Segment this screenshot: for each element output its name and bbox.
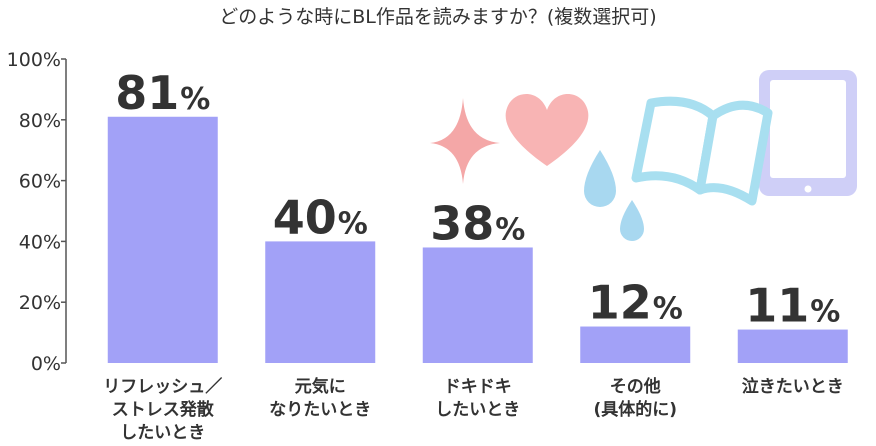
y-tick-label: 40% <box>19 231 61 253</box>
value-label: 12% <box>588 276 683 330</box>
value-labels: 81% 40% 38% 12% 11% <box>115 66 840 333</box>
bar <box>265 241 376 363</box>
value-label: 81% <box>115 66 210 120</box>
value-label: 40% <box>273 190 368 244</box>
category-label: 泣きたいとき <box>742 376 844 397</box>
bar <box>737 329 848 363</box>
bar <box>107 116 218 363</box>
category-labels: リフレッシュ／ストレス発散したいとき 元気になりたいとき ドキドキしたいとき その他(… <box>103 376 844 443</box>
bar <box>422 247 533 363</box>
water-drop-icon <box>620 200 644 241</box>
value-label: 11% <box>745 279 840 333</box>
decorations <box>430 70 857 241</box>
y-tick-label: 60% <box>19 171 61 193</box>
open-book-icon <box>631 96 773 206</box>
tablet-icon <box>759 70 857 196</box>
value-label: 38% <box>430 196 525 250</box>
chart-title: どのような時にBL作品を読みますか？(複数選択可) <box>219 6 656 28</box>
heart-icon <box>505 94 589 166</box>
water-drop-icon <box>584 150 616 207</box>
y-tick-label: 80% <box>19 110 61 132</box>
y-tick-label: 20% <box>19 292 61 314</box>
y-tick-label: 0% <box>31 353 61 375</box>
category-label: リフレッシュ／ストレス発散したいとき <box>103 376 222 443</box>
y-axis: 0% 20% 40% 60% 80% 100% <box>7 49 67 375</box>
category-label: ドキドキしたいとき <box>435 377 520 420</box>
bar <box>580 326 691 363</box>
y-tick-label: 100% <box>7 49 61 71</box>
bars <box>107 116 848 363</box>
category-label: 元気になりたいとき <box>269 376 371 420</box>
category-label: その他(具体的に) <box>593 376 677 420</box>
sparkle-icon <box>430 98 500 184</box>
